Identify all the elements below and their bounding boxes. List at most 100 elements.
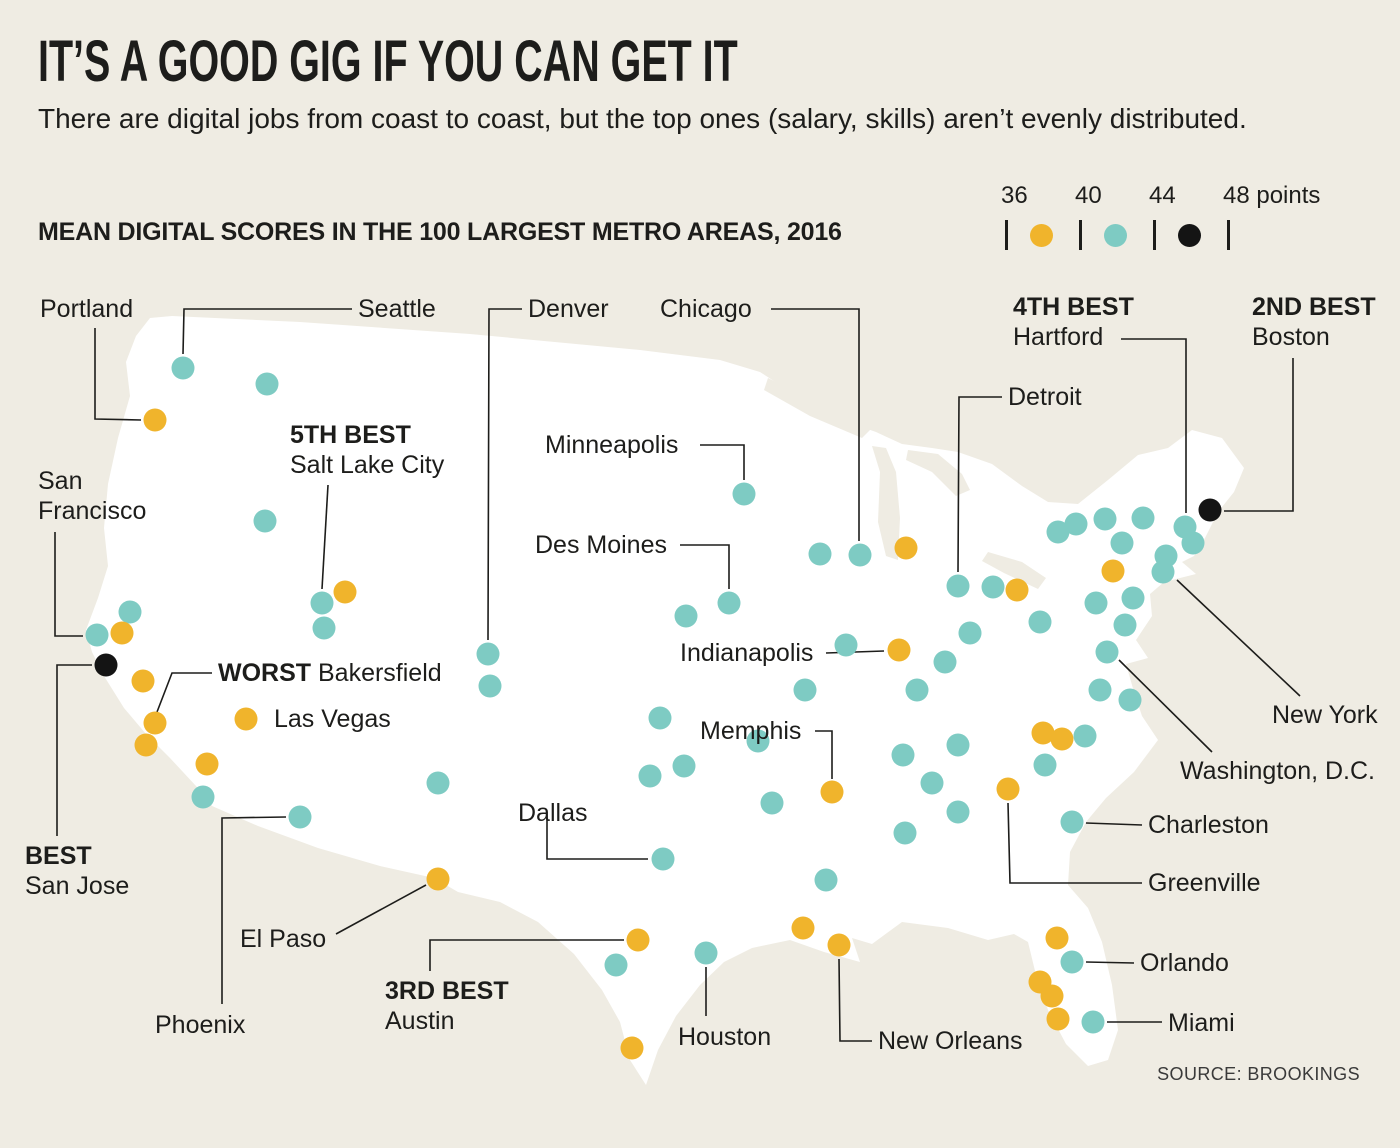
metro-dot-memphis (820, 780, 844, 804)
metro-dot (620, 1036, 644, 1060)
metro-dot (891, 743, 915, 767)
metro-dots (85, 356, 1222, 1060)
metro-dot-orlando (1060, 950, 1084, 974)
metro-dot-des-moines (717, 591, 741, 615)
legend-dot-40-44 (1104, 224, 1127, 247)
metro-dot-el-paso (426, 867, 450, 891)
metro-dot-charleston (1060, 810, 1084, 834)
metro-dot-phoenix (288, 805, 312, 829)
metro-dot (478, 674, 502, 698)
legend-tick (1227, 220, 1230, 250)
lake-superior (764, 378, 872, 438)
leader-line-chicago (771, 308, 860, 541)
metro-dot (1005, 578, 1029, 602)
metro-dot (808, 542, 832, 566)
metro-dot (1028, 610, 1052, 634)
metro-dot (604, 953, 628, 977)
leader-line-boston (1224, 358, 1294, 512)
page-title: IT’S A GOOD GIG IF YOU CAN GET IT (38, 29, 738, 94)
leader-line-detroit (957, 396, 1002, 573)
metro-dot-portland (143, 408, 167, 432)
leader-line-austin (429, 939, 624, 971)
leader-line-greenville (1007, 802, 1142, 884)
leader-line-seattle (182, 308, 352, 355)
leader-line-memphis (815, 730, 833, 779)
leader-line-denver (487, 308, 522, 641)
legend-tick (1153, 220, 1156, 250)
metro-dot (1131, 506, 1155, 530)
source-credit: SOURCE: BROOKINGS (1157, 1064, 1360, 1084)
metro-dot (674, 604, 698, 628)
metro-dot (905, 678, 929, 702)
page-subtitle: There are digital jobs from coast to coa… (38, 103, 1247, 134)
metro-dot (1118, 688, 1142, 712)
us-outline (86, 316, 1244, 1085)
metro-dot (1110, 531, 1134, 555)
legend-value-48-points: 48 points (1223, 182, 1321, 209)
legend-tick (1005, 220, 1008, 250)
metro-dot (1046, 1007, 1070, 1031)
metro-dot-detroit (946, 574, 970, 598)
metro-dot (1033, 753, 1057, 777)
metro-dot-san-jose (94, 653, 118, 677)
metro-dot-greenville (996, 777, 1020, 801)
metro-dot (1050, 727, 1074, 751)
leader-line-hartford (1121, 338, 1187, 513)
metro-dot-dallas (651, 847, 675, 871)
metro-dot (1093, 507, 1117, 531)
metro-dot (981, 575, 1005, 599)
metro-dot (946, 733, 970, 757)
metro-dot (1088, 678, 1112, 702)
legend-dot-36-40 (1030, 224, 1053, 247)
lake-erie (982, 552, 1046, 589)
legend-value-36: 36 (1001, 182, 1028, 209)
metro-dot (814, 868, 838, 892)
metro-dot (1064, 512, 1088, 536)
metro-dot (920, 771, 944, 795)
lake-michigan (872, 446, 900, 560)
metro-dot (110, 621, 134, 645)
metro-dot-indianapolis (887, 638, 911, 662)
metro-dot (118, 600, 142, 624)
metro-dot-chicago (848, 543, 872, 567)
metro-dot-salt-lake-city (310, 591, 334, 615)
metro-dot (1073, 724, 1097, 748)
metro-dot (958, 621, 982, 645)
leader-line-orlando (1085, 961, 1135, 964)
metro-dot (426, 771, 450, 795)
metro-dot (1113, 613, 1137, 637)
leader-line-minneapolis (700, 444, 745, 480)
leader-line-charleston (1085, 822, 1143, 826)
metro-dot (793, 678, 817, 702)
metro-dot (638, 764, 662, 788)
metro-dot-new-orleans (827, 933, 851, 957)
leader-line-salt-lake-city (321, 484, 329, 590)
metro-dot-minneapolis (732, 482, 756, 506)
metro-dot (195, 752, 219, 776)
legend-tick (1079, 220, 1082, 250)
metro-dot-miami (1081, 1010, 1105, 1034)
legend-value-44: 44 (1149, 182, 1176, 209)
leader-line-des-moines (680, 544, 730, 589)
metro-dot (134, 733, 158, 757)
leader-line-dallas (546, 820, 648, 860)
metro-dot (1084, 591, 1108, 615)
metro-dot-austin (626, 928, 650, 952)
metro-dot (946, 800, 970, 824)
metro-dot (1121, 586, 1145, 610)
metro-dot-san-francisco (85, 623, 109, 647)
metro-dot (791, 916, 815, 940)
metro-dot (1046, 520, 1070, 544)
metro-dot (746, 729, 770, 753)
metro-dot (253, 509, 277, 533)
metro-dot (834, 633, 858, 657)
metro-dot (894, 536, 918, 560)
leader-line-washington-dc (1118, 659, 1213, 753)
metro-dot (255, 372, 279, 396)
metro-dot-boston (1198, 498, 1222, 522)
metro-dot-washington-d-c (1095, 640, 1119, 664)
leader-line-new-orleans (838, 958, 872, 1042)
great-lakes (764, 378, 1046, 589)
